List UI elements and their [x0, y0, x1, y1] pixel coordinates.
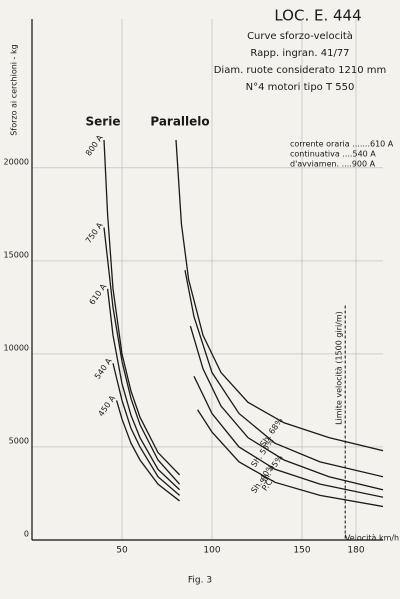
y-tick-label: 15000: [4, 250, 29, 259]
subtitle: Diam. ruote considerato 1210 mm: [214, 65, 387, 76]
curve: [106, 288, 181, 491]
chart-title: LOC. E. 444: [274, 7, 361, 25]
curve-label: 750 A: [84, 220, 105, 245]
group-label: Serie: [86, 115, 121, 129]
curve: [189, 325, 384, 491]
subtitle: corrente oraria .......610 A: [290, 140, 394, 149]
y-tick-label: 20000: [4, 157, 29, 166]
subtitle: N°4 motori tipo T 550: [246, 82, 355, 93]
y-axis-label: Sforzo ai cerchioni - kg: [10, 44, 19, 135]
subtitle: d'avviamen. ....900 A: [290, 160, 376, 169]
curve: [115, 400, 180, 502]
curve-label: 800 A: [84, 133, 105, 158]
curve-label: 450 A: [97, 393, 118, 418]
curve: [103, 139, 181, 476]
curve: [112, 363, 181, 496]
y-tick-label: 0: [24, 530, 29, 539]
y-tick-label: 5000: [9, 436, 29, 445]
curve: [175, 139, 384, 452]
curve: [103, 227, 181, 485]
subtitle: Rapp. ingran. 41/77: [250, 48, 349, 59]
curve: [184, 270, 384, 478]
x-tick-label: 50: [116, 546, 128, 556]
curve-label: 610 A: [88, 282, 109, 307]
x-tick-label: 180: [347, 546, 364, 556]
caption: Fig. 3: [188, 576, 212, 586]
limit-label: Limite velocità (1500 giri/m): [335, 311, 344, 425]
subtitle: continuativa ....540 A: [290, 150, 376, 159]
curve-label: 540 A: [93, 356, 114, 381]
x-axis-label: Velocità km/h: [345, 534, 399, 543]
subtitle: Curve sforzo-velocità: [247, 30, 353, 42]
x-tick-label: 150: [293, 546, 310, 556]
y-tick-label: 10000: [4, 343, 29, 352]
x-tick-label: 100: [203, 546, 220, 556]
group-label: Parallelo: [150, 115, 209, 129]
curve: [193, 375, 384, 498]
curve: [197, 409, 384, 508]
